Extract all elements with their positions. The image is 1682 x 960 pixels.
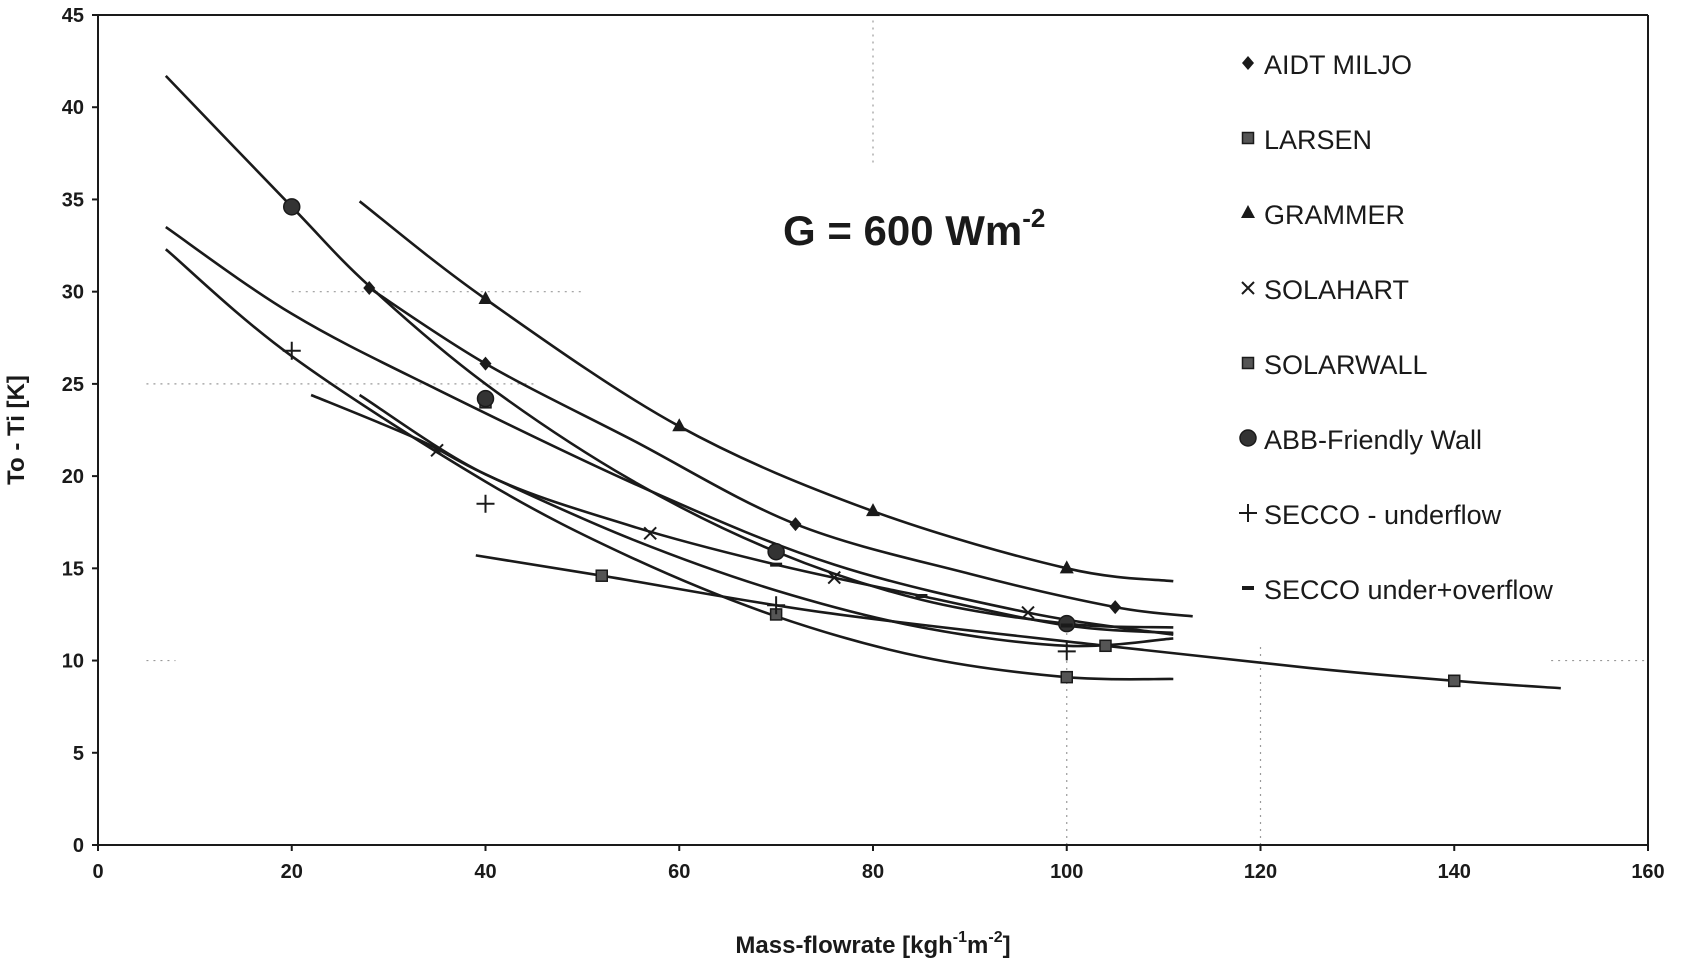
curve-secco-under-overflow [358,393,1174,635]
point-abb-friendly-wall [767,542,785,561]
point-solarwall [1099,639,1112,653]
legend-label-secco-underflow: SECCO - underflow [1264,500,1502,530]
x-tick-label: 140 [1438,861,1471,883]
legend-label-abb-friendly-wall: ABB-Friendly Wall [1264,425,1482,455]
y-axis-title: To - Ti [K] [3,375,30,485]
irradiance-annotation: G = 600 Wm-2 [783,203,1045,254]
legend-marker-secco-under-overflow [1242,586,1254,590]
point-larsen [1060,670,1073,684]
point-grammer [866,503,880,517]
point-secco-under-overflow [1060,623,1073,628]
legend-label-larsen: LARSEN [1264,125,1372,155]
x-tick-label: 80 [862,861,884,883]
legend-label-solahart: SOLAHART [1264,275,1409,305]
point-grammer [672,418,687,432]
y-tick-label: 10 [62,651,84,673]
point-aidt-miljo [479,356,492,371]
legend-marker-solahart [1241,281,1255,295]
point-solahart [643,526,657,540]
point-solahart [1021,605,1035,620]
legend-marker-larsen [1241,131,1255,145]
y-tick-label: 35 [62,189,84,211]
x-tick-label: 40 [474,861,496,883]
legend-label-grammer: GRAMMER [1264,200,1405,230]
series-markers [282,198,1461,688]
point-aidt-miljo [1109,600,1122,615]
y-tick-label: 30 [62,282,84,304]
curve-abb-friendly-wall [164,74,1174,629]
point-grammer [1059,560,1074,574]
grid-layer [146,15,1648,845]
point-secco-underflow [282,341,301,360]
x-tick-label: 0 [92,861,103,883]
point-secco-underflow [476,494,495,513]
legend: AIDT MILJO LARSEN GRAMMER SOLAHART SOLARWALL… [1239,50,1553,605]
point-solarwall [1448,674,1461,688]
x-tick-label: 120 [1244,861,1277,883]
x-tick-label: 20 [281,861,303,883]
point-secco-under-overflow [770,562,783,567]
curve-secco-underflow [310,393,1174,648]
y-tick-label: 45 [62,5,84,27]
y-tick-label: 5 [73,743,84,765]
curve-solarwall [475,554,1561,690]
legend-marker-aidt-miljo [1242,56,1254,70]
legend-marker-solarwall [1241,356,1255,370]
point-secco-under-overflow [915,594,928,598]
point-secco-underflow [1057,642,1076,661]
point-aidt-miljo [363,280,376,295]
y-tick-label: 25 [62,374,84,396]
x-tick-label: 160 [1631,861,1664,883]
legend-label-aidt-miljo: AIDT MILJO [1264,50,1412,80]
point-grammer [478,291,493,305]
point-solahart [430,443,444,457]
y-tick-labels: 0 5 10 15 20 25 30 35 40 45 [62,5,98,857]
x-tick-label: 60 [668,861,690,883]
legend-marker-grammer [1241,205,1255,218]
point-solahart [827,570,841,585]
point-solarwall [595,569,608,582]
x-axis-title: Mass-flowrate [kgh-1m-2] [735,929,1010,959]
y-tick-label: 15 [62,558,84,580]
y-tick-label: 40 [62,97,84,119]
x-tick-labels: 0 20 40 60 80 100 120 140 160 [92,845,1665,883]
point-abb-friendly-wall [476,389,495,408]
legend-label-solarwall: SOLARWALL [1264,350,1428,380]
x-tick-label: 100 [1050,861,1083,883]
point-aidt-miljo [789,517,802,532]
legend-marker-secco-underflow [1239,504,1257,522]
legend-label-secco-under-overflow: SECCO under+overflow [1264,575,1553,605]
legend-marker-abb-friendly-wall [1239,429,1257,447]
y-tick-label: 0 [73,835,84,857]
y-tick-label: 20 [62,466,84,488]
curve-larsen [164,248,1174,681]
point-secco-underflow [767,596,786,615]
point-abb-friendly-wall [283,198,301,216]
